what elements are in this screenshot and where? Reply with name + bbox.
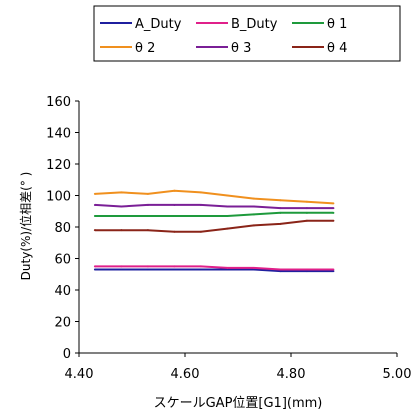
data-point-series-4 (93, 192, 96, 195)
data-point-series-5 (173, 203, 176, 206)
data-point-series-2 (199, 265, 202, 268)
y-tick-label: 20 (54, 316, 71, 331)
x-tick-label: 4.40 (65, 367, 94, 382)
data-point-series-5 (120, 205, 123, 208)
legend: A_Duty B_Duty θ 1 θ 2 θ 3 θ 4 (93, 5, 401, 62)
data-point-series-6 (279, 222, 282, 225)
data-point-series-6 (332, 219, 335, 222)
data-point-series-6 (93, 229, 96, 232)
data-point-series-4 (199, 191, 202, 194)
data-point-series-4 (146, 192, 149, 195)
data-point-series-2 (93, 265, 96, 268)
data-point-series-6 (199, 230, 202, 233)
data-point-series-2 (252, 266, 255, 269)
data-point-series-3 (252, 213, 255, 216)
y-tick-label: 140 (46, 127, 71, 142)
series-line-6 (94, 219, 334, 233)
legend-label-6: θ 4 (327, 41, 347, 56)
data-point-series-5 (146, 203, 149, 206)
data-point-series-6 (146, 229, 149, 232)
legend-label-3: θ 1 (327, 17, 347, 32)
data-point-series-3 (173, 214, 176, 217)
data-point-series-1 (199, 268, 202, 271)
data-point-series-2 (120, 265, 123, 268)
x-tick-label: 4.80 (277, 367, 306, 382)
data-point-series-2 (332, 268, 335, 271)
data-point-series-6 (305, 219, 308, 222)
data-point-series-4 (305, 200, 308, 203)
x-axis-label: スケールGAP位置[G1](mm) (154, 396, 323, 411)
y-tick-label: 0 (63, 347, 71, 362)
series-line-2 (94, 265, 334, 271)
y-tick-label: 160 (46, 95, 71, 110)
data-point-series-1 (305, 270, 308, 273)
data-point-series-5 (199, 203, 202, 206)
y-tick-label: 80 (54, 221, 71, 236)
data-point-series-4 (120, 191, 123, 194)
legend-label-4: θ 2 (135, 41, 155, 56)
data-point-series-4 (173, 189, 176, 192)
y-tick-label: 120 (46, 158, 71, 173)
data-point-series-1 (146, 268, 149, 271)
data-point-series-3 (305, 211, 308, 214)
data-point-series-3 (146, 214, 149, 217)
data-point-series-2 (305, 268, 308, 271)
x-tick-label: 5.00 (383, 367, 412, 382)
series-line-1 (94, 268, 334, 273)
data-point-series-1 (252, 268, 255, 271)
data-point-series-1 (120, 268, 123, 271)
data-point-series-6 (252, 224, 255, 227)
legend-label-1: A_Duty (135, 17, 182, 32)
data-point-series-5 (93, 203, 96, 206)
y-axis-label: Duty(%)/位相差(° ) (18, 172, 33, 281)
data-point-series-4 (279, 199, 282, 202)
data-point-series-5 (226, 205, 229, 208)
legend-label-2: B_Duty (231, 17, 278, 32)
data-point-series-3 (332, 211, 335, 214)
data-point-series-6 (226, 227, 229, 230)
data-point-series-3 (199, 214, 202, 217)
x-tick-label: 4.60 (171, 367, 200, 382)
data-point-series-2 (226, 266, 229, 269)
data-point-series-3 (226, 214, 229, 217)
legend-box (93, 5, 401, 62)
data-point-series-5 (252, 205, 255, 208)
data-point-series-3 (93, 214, 96, 217)
y-tick-label: 60 (54, 253, 71, 268)
data-point-series-1 (173, 268, 176, 271)
data-point-series-1 (279, 270, 282, 273)
series-lines (93, 189, 335, 273)
data-point-series-4 (332, 202, 335, 205)
data-point-series-1 (93, 268, 96, 271)
data-point-series-5 (305, 207, 308, 210)
data-point-series-2 (279, 268, 282, 271)
data-point-series-5 (279, 207, 282, 210)
series-line-5 (94, 203, 334, 210)
series-line-4 (94, 189, 334, 205)
y-tick-label: 40 (54, 284, 71, 299)
data-point-series-2 (146, 265, 149, 268)
legend-label-5: θ 3 (231, 41, 251, 56)
axes: 0 20 40 60 80 100 120 140 160 4.40 4.60 4.80 5.00 (46, 95, 411, 382)
y-tick-label: 100 (46, 190, 71, 205)
data-point-series-2 (173, 265, 176, 268)
data-point-series-1 (332, 270, 335, 273)
series-line-3 (94, 211, 334, 217)
data-point-series-6 (120, 229, 123, 232)
data-point-series-4 (226, 194, 229, 197)
data-point-series-3 (279, 211, 282, 214)
data-point-series-5 (332, 207, 335, 210)
data-point-series-4 (252, 197, 255, 200)
data-point-series-6 (173, 230, 176, 233)
data-point-series-1 (226, 268, 229, 271)
data-point-series-3 (120, 214, 123, 217)
